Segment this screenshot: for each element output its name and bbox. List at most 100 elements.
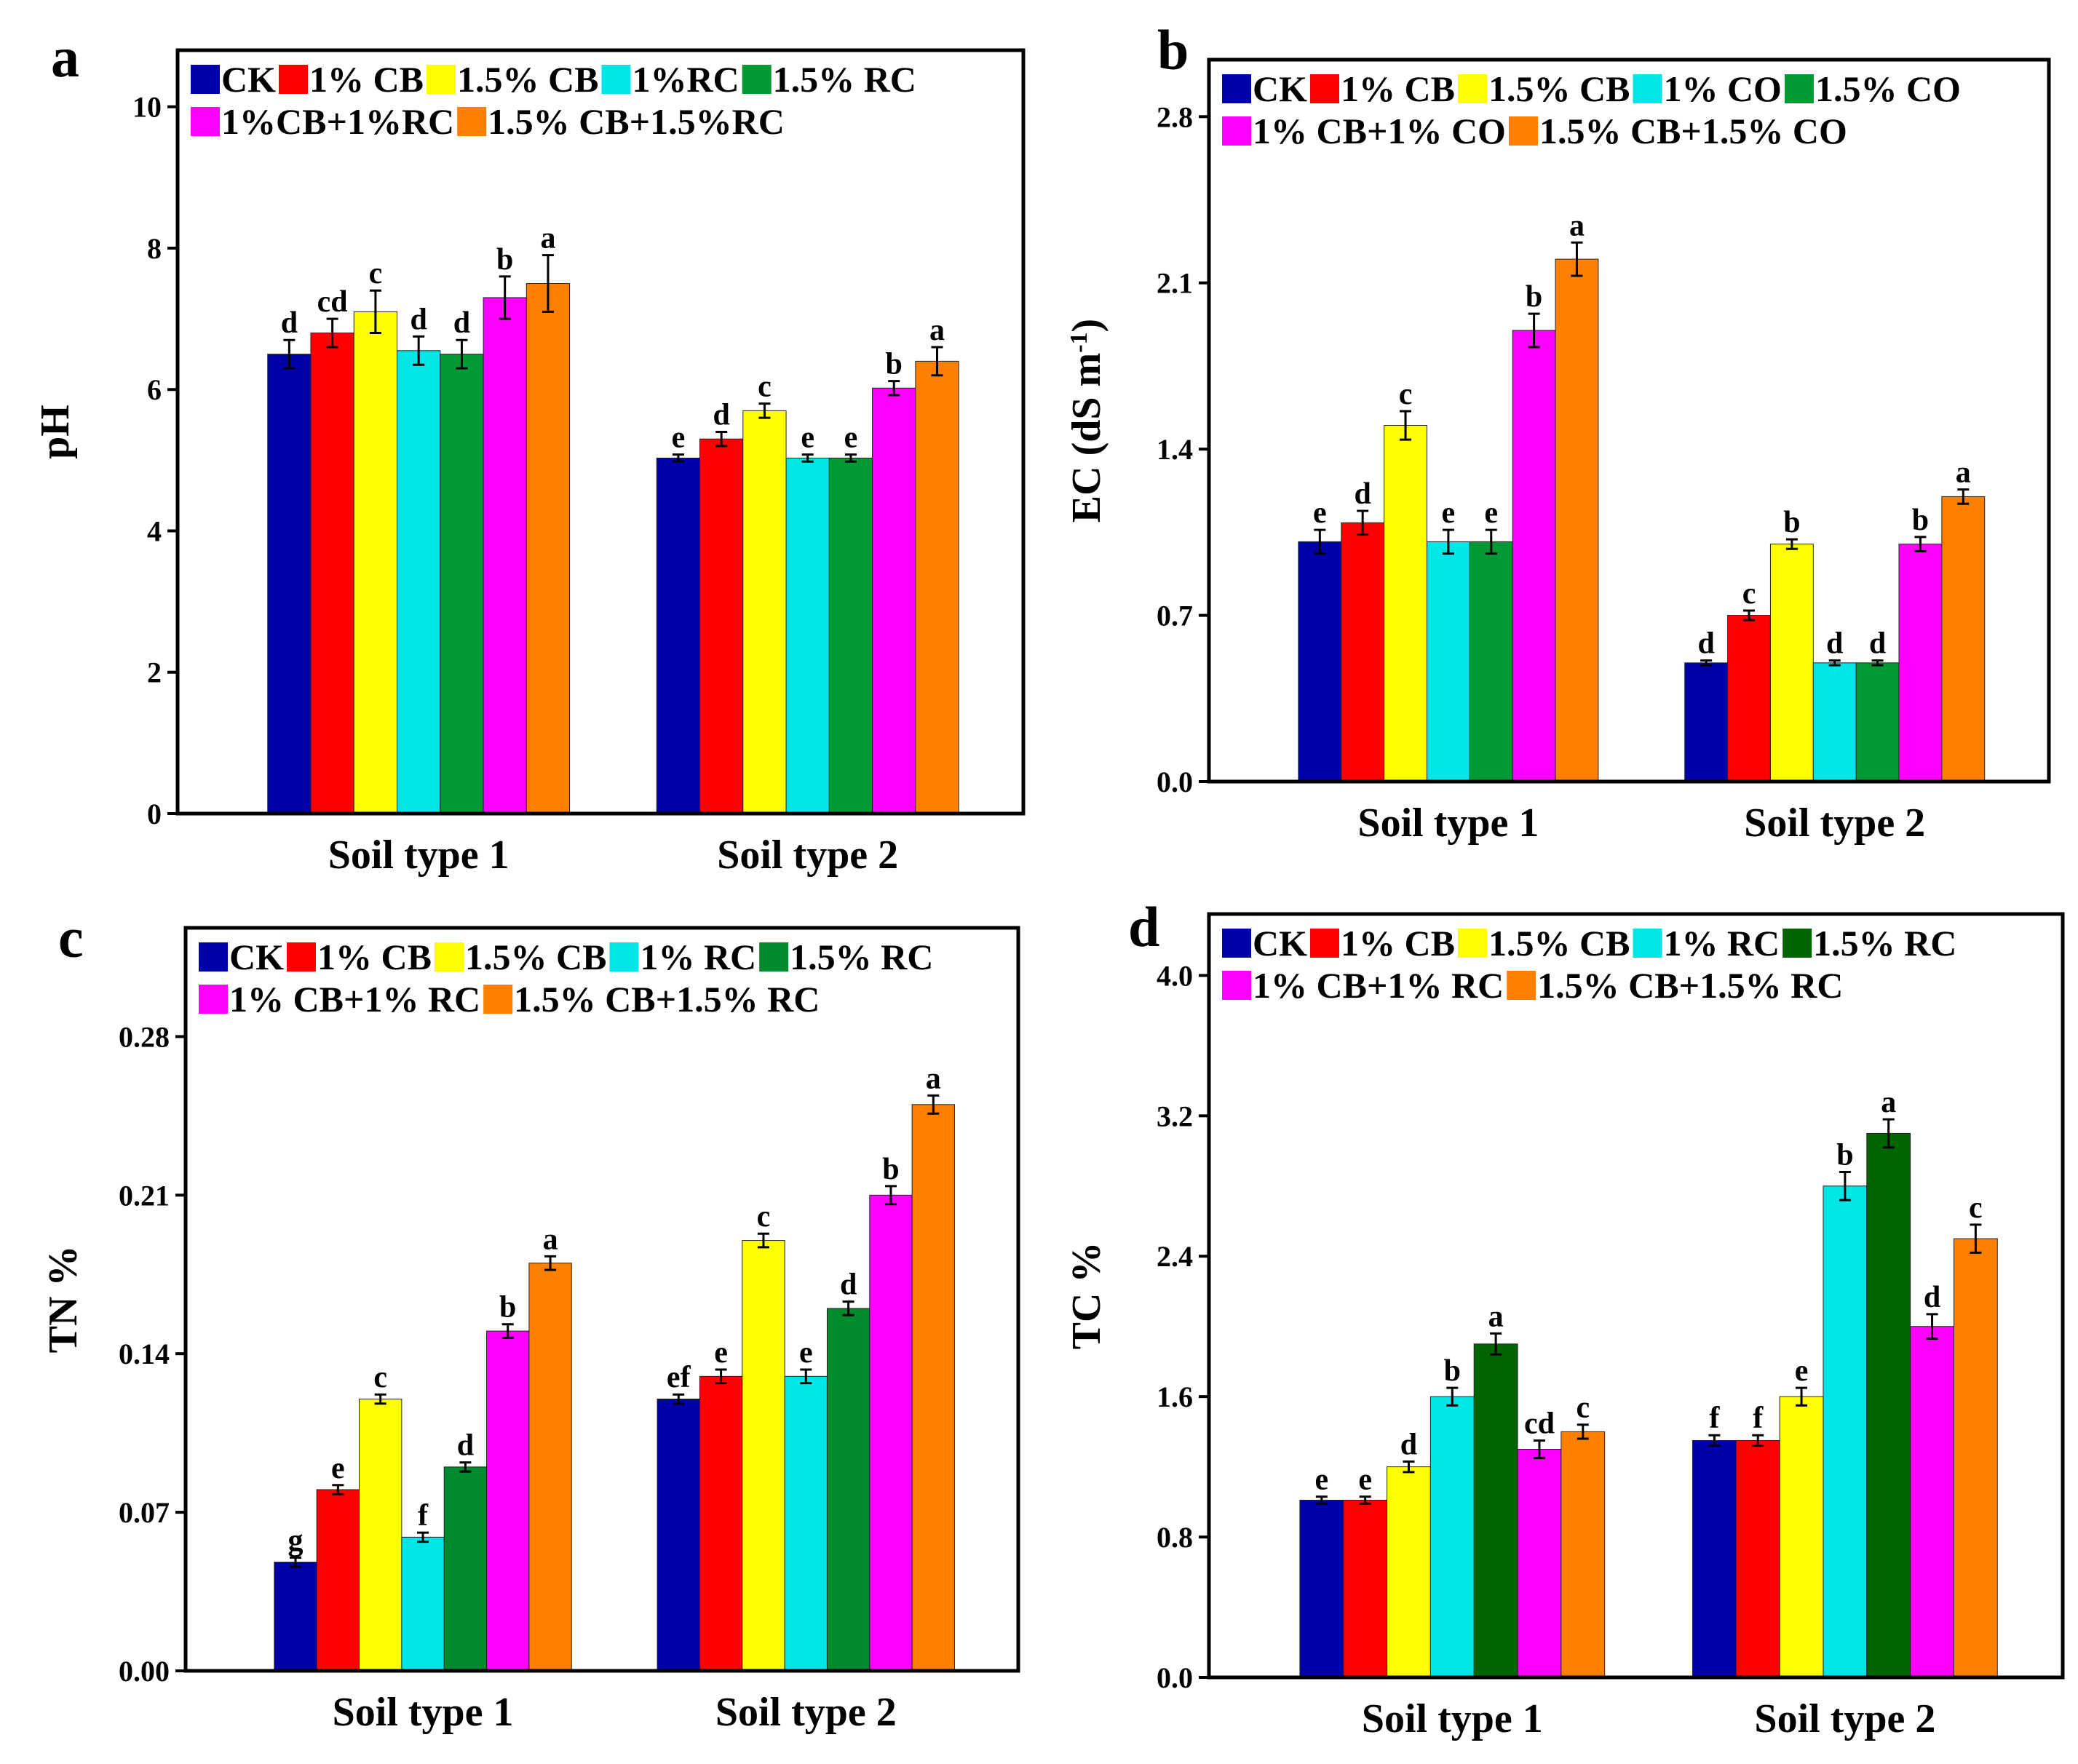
bar-1-cb-1-co xyxy=(1898,544,1943,782)
bar-1-co xyxy=(1426,541,1470,782)
legend-swatch xyxy=(1633,929,1662,958)
significance-letter: a xyxy=(926,1062,941,1095)
significance-letter: f xyxy=(418,1499,429,1533)
y-tick-label: 6 xyxy=(147,373,162,406)
legend-swatch xyxy=(1310,74,1339,103)
legend-swatch xyxy=(1310,929,1339,958)
bar-1-5-cb-1-5-rc xyxy=(911,1104,955,1672)
legend-label: 1.5% CB xyxy=(457,59,598,100)
x-category-label: Soil type 1 xyxy=(1362,1696,1543,1741)
significance-letter: g xyxy=(288,1524,304,1557)
bar-1-cb xyxy=(1735,1439,1780,1678)
legend-label: 1% CO xyxy=(1663,68,1782,109)
significance-letter: d xyxy=(1826,627,1843,661)
panel-letter: d xyxy=(1128,895,1159,958)
legend-item: 1.5% CB+1.5% RC xyxy=(1507,965,1843,1006)
significance-letter: a xyxy=(1488,1300,1504,1333)
legend-label: 1% CB xyxy=(309,59,424,100)
legend-swatch xyxy=(279,65,308,94)
bar-1-5-cb xyxy=(359,1398,402,1672)
bar-1-5-cb-1-5-rc xyxy=(526,283,571,814)
legend-item: 1.5% RC xyxy=(759,937,933,977)
y-tick-label: 0.28 xyxy=(119,1020,170,1053)
legend-label: 1% CB xyxy=(1341,923,1455,964)
legend-swatch xyxy=(287,942,316,972)
bar-1-5-rc xyxy=(1866,1132,1911,1678)
panel-letter: c xyxy=(58,906,84,969)
significance-letter: a xyxy=(1569,209,1585,242)
legend-swatch xyxy=(1508,116,1538,146)
legend-swatch xyxy=(1222,116,1251,146)
bar-1-5-rc xyxy=(440,354,484,814)
legend-label: CK xyxy=(1253,923,1307,964)
y-axis-label: TC % xyxy=(1064,1242,1109,1350)
plot-frame xyxy=(183,926,1020,1673)
legend-item: 1.5% CB+1.5%RC xyxy=(457,101,785,142)
legend-label: 1% CB+1% RC xyxy=(229,979,480,1020)
significance-letter: e xyxy=(1484,496,1498,530)
significance-letter: e xyxy=(714,1336,728,1370)
legend-label: 1% CB+1% CO xyxy=(1253,111,1506,151)
significance-letter: d xyxy=(1400,1428,1417,1461)
significance-letter: e xyxy=(844,421,858,455)
significance-letter: e xyxy=(1313,496,1327,530)
significance-letter: a xyxy=(540,222,555,255)
y-tick-label: 0.14 xyxy=(119,1338,170,1370)
bar-1-rc xyxy=(397,350,441,814)
significance-letter: e xyxy=(1442,496,1456,530)
significance-letter: d xyxy=(281,306,298,340)
significance-letter: e xyxy=(1315,1463,1329,1497)
y-tick-label: 2.4 xyxy=(1157,1240,1193,1273)
legend-label: 1.5% CB xyxy=(1488,68,1630,109)
legend-item: CK xyxy=(1222,923,1307,964)
significance-letter: d xyxy=(410,303,427,336)
legend-swatch xyxy=(1457,74,1487,103)
bar-ck xyxy=(656,457,701,814)
significance-letter: d xyxy=(1869,627,1886,661)
significance-letter: c xyxy=(757,1200,771,1233)
legend-swatch xyxy=(191,107,220,136)
y-tick-label: 8 xyxy=(147,232,162,265)
significance-letter: f xyxy=(1753,1402,1764,1435)
bar-1-cb xyxy=(310,333,354,814)
legend-item: 1% CB+1% CO xyxy=(1222,111,1506,151)
x-category-label: Soil type 1 xyxy=(1357,800,1539,846)
significance-letter: d xyxy=(840,1268,857,1302)
legend-label: 1% CB xyxy=(1341,68,1455,109)
legend-swatch xyxy=(609,942,639,972)
legend-label: 1% CB+1% RC xyxy=(1253,965,1504,1006)
bar-1-5-rc xyxy=(443,1466,488,1672)
x-category-label: Soil type 2 xyxy=(1754,1696,1935,1741)
bar-1-cb xyxy=(316,1489,360,1672)
legend-item: 1.5% RC xyxy=(742,59,916,100)
significance-letter: d xyxy=(1355,477,1371,511)
y-axis-label: TN % xyxy=(41,1246,86,1354)
significance-letter: c xyxy=(1742,577,1756,611)
legend-label: 1% RC xyxy=(1663,923,1780,964)
legend-swatch xyxy=(601,65,631,94)
legend-label: 1.5% RC xyxy=(1813,923,1956,964)
plot-frame xyxy=(1207,57,2051,784)
legend-label: CK xyxy=(1253,68,1307,109)
legend-swatch xyxy=(434,942,464,972)
legend-label: 1.5% CO xyxy=(1815,68,1961,109)
legend-swatch xyxy=(759,942,789,972)
legend-item: 1% CB+1% RC xyxy=(199,979,480,1020)
legend-item: 1% CB xyxy=(287,937,432,977)
legend-item: 1.5% CB xyxy=(434,937,606,977)
bar-1-5-co xyxy=(1469,541,1513,782)
y-tick-label: 2.1 xyxy=(1157,267,1193,300)
significance-letter: a xyxy=(543,1223,558,1256)
significance-letter: cd xyxy=(1524,1407,1555,1440)
legend-item: CK xyxy=(191,59,276,100)
bar-1-5-cb-1-5-rc xyxy=(1953,1238,1998,1678)
significance-letter: e xyxy=(1358,1463,1372,1497)
significance-letter: cd xyxy=(317,285,348,319)
legend-label: 1.5% CB+1.5% RC xyxy=(1537,965,1843,1006)
legend-swatch xyxy=(1784,74,1814,103)
legend-swatch xyxy=(199,985,228,1014)
bar-1-5-cb xyxy=(1387,1466,1431,1678)
legend-item: 1% CB+1% RC xyxy=(1222,965,1504,1006)
